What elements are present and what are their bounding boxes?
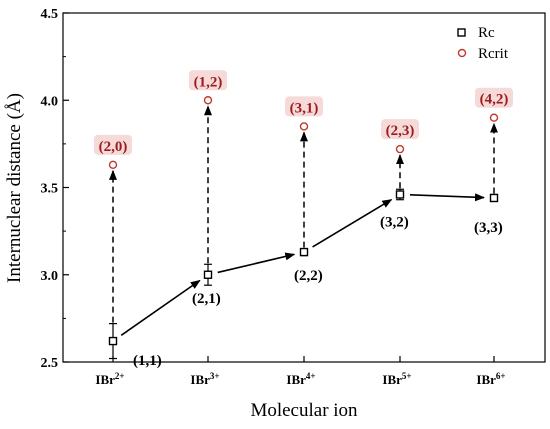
rcrit-marker bbox=[108, 160, 118, 170]
rc-point-label: (2,1) bbox=[192, 291, 221, 307]
solid-arrow bbox=[120, 279, 201, 336]
rcrit-label-highlight bbox=[475, 87, 513, 108]
rcrit-point-label: (1,2) bbox=[194, 74, 223, 90]
rcrit-marker bbox=[395, 144, 405, 154]
solid-arrow bbox=[217, 252, 296, 274]
rcrit-marker bbox=[489, 113, 499, 122]
rc-point-label: (3,2) bbox=[380, 214, 409, 230]
rcrit-label-highlight bbox=[94, 134, 132, 155]
rcrit-label-highlight bbox=[381, 119, 419, 140]
x-tick-label: IBr6+ bbox=[476, 371, 505, 387]
markers bbox=[108, 96, 499, 346]
rc-point-label: (3,3) bbox=[474, 220, 503, 236]
y-axis-ticks: 2.5 3.0 3.5 4.0 4.5 bbox=[41, 7, 69, 371]
rcrit-point-label: (2,3) bbox=[386, 123, 415, 139]
legend: Rc Rcrit bbox=[457, 25, 509, 62]
rcrit-point-label: (4,2) bbox=[480, 92, 509, 108]
rc-point-label: (2,2) bbox=[294, 268, 323, 284]
y-axis-label: Internuclear distance (Å) bbox=[4, 93, 25, 283]
rc-marker bbox=[489, 193, 499, 203]
y-tick-label: 4.5 bbox=[41, 7, 59, 22]
x-tick-label: IBr4+ bbox=[286, 371, 315, 387]
y-tick-label: 3.5 bbox=[41, 182, 59, 197]
connectors bbox=[109, 105, 498, 336]
y-tick-label: 2.5 bbox=[41, 356, 59, 371]
y-tick-label: 3.0 bbox=[41, 269, 59, 284]
rcrit-point-label: (3,1) bbox=[290, 100, 319, 116]
x-axis-label: Molecular ion bbox=[250, 400, 358, 421]
rc-marker bbox=[203, 270, 213, 279]
x-tick-label: IBr5+ bbox=[382, 371, 411, 387]
x-axis-ticks: IBr2+ IBr3+ IBr4+ IBr5+ IBr6+ bbox=[95, 356, 506, 387]
solid-arrow bbox=[409, 193, 486, 202]
legend-rcrit-marker bbox=[457, 48, 467, 58]
rc-marker bbox=[395, 190, 405, 199]
point-labels: (1,1) (2,1) (2,2) (3,2) (3,3) (2,0) (1,2) (3,1)… bbox=[94, 70, 513, 369]
rcrit-point-label: (2,0) bbox=[99, 139, 128, 155]
rcrit-label-highlight bbox=[189, 70, 227, 91]
rc-marker bbox=[108, 336, 118, 346]
rcrit-label-highlight bbox=[285, 96, 323, 117]
rcrit-marker bbox=[203, 96, 213, 105]
rc-point-label: (1,1) bbox=[133, 353, 162, 369]
legend-rc-label: Rc bbox=[478, 25, 495, 41]
y-tick-label: 4.0 bbox=[41, 94, 59, 109]
legend-rcrit-label: Rcrit bbox=[478, 46, 509, 62]
rcrit-marker bbox=[299, 122, 309, 131]
legend-rc-marker bbox=[457, 28, 466, 37]
rc-marker bbox=[299, 247, 309, 257]
x-tick-label: IBr2+ bbox=[95, 371, 124, 387]
x-tick-label: IBr3+ bbox=[190, 371, 219, 387]
solid-arrow bbox=[312, 198, 393, 248]
